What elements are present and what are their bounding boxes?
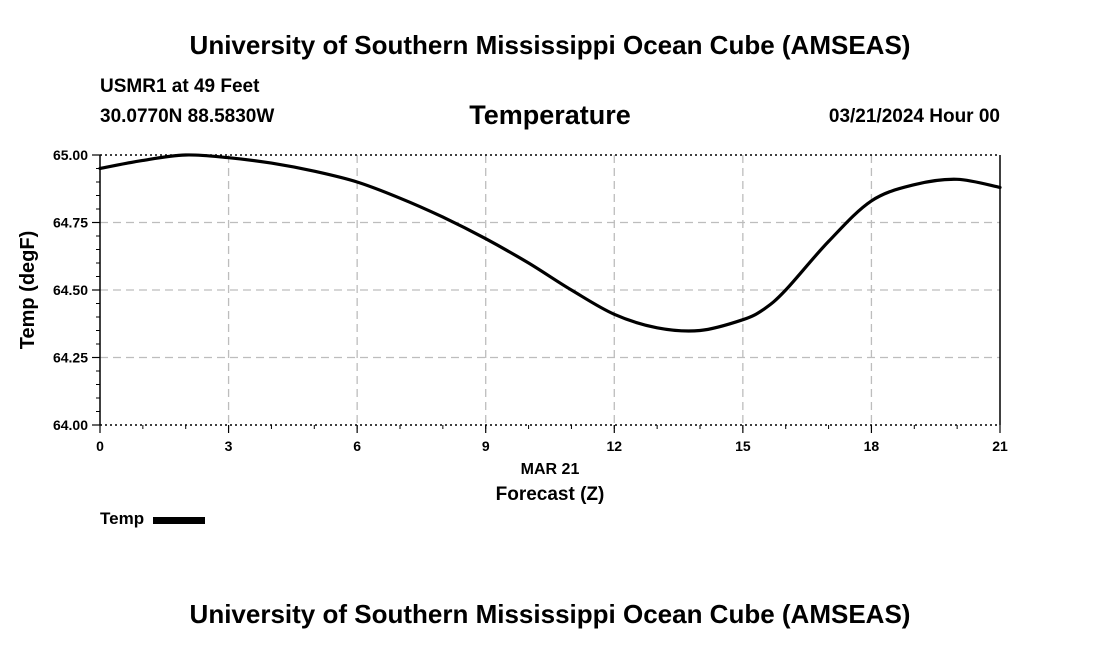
- y-tick-label: 64.25: [53, 350, 88, 366]
- x-tick-label: 12: [606, 438, 622, 454]
- temp-series-line: [98, 153, 1002, 333]
- y-tick-label: 64.75: [53, 215, 88, 231]
- x-tick-label: 15: [735, 438, 751, 454]
- x-tick-label: 9: [482, 438, 490, 454]
- x-axis-title: Forecast (Z): [496, 484, 605, 505]
- station-label: USMR1 at 49 Feet: [100, 76, 260, 97]
- footer-title: University of Southern Mississippi Ocean…: [189, 599, 911, 629]
- x-tick-label: 6: [353, 438, 361, 454]
- forecast-datetime: 03/21/2024 Hour 00: [828, 106, 1000, 127]
- x-axis-date-label: MAR 21: [521, 461, 580, 478]
- legend-label: Temp: [100, 509, 145, 528]
- legend-swatch: [153, 516, 206, 524]
- chart-title: Temperature: [469, 100, 631, 130]
- y-tick-label: 65.00: [53, 147, 88, 163]
- x-tick-label: 18: [864, 438, 880, 454]
- x-tick-label: 3: [225, 438, 233, 454]
- y-axis-title: Temp (degF): [17, 231, 39, 350]
- station-coordinates: 30.0770N 88.5830W: [100, 106, 275, 127]
- x-tick-label: 0: [96, 438, 104, 454]
- x-tick-label: 21: [992, 438, 1008, 454]
- legend: Temp: [100, 509, 206, 529]
- page-title: University of Southern Mississippi Ocean…: [189, 30, 911, 60]
- y-tick-label: 64.00: [53, 417, 88, 433]
- y-tick-label: 64.50: [53, 282, 88, 298]
